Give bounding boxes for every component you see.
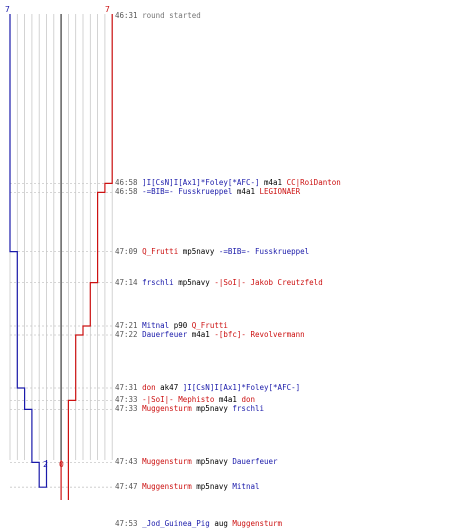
kill-entry: 47:33 Muggensturm mp5navy frschli [115, 404, 264, 413]
red-start-count: 7 [105, 5, 110, 14]
killer-name: Q_Frutti [142, 246, 179, 256]
killer-name: ]I[CsN]I[Ax1]*Foley[*AFC-] [142, 178, 260, 188]
victim-name: CC|RoiDanton [286, 178, 341, 188]
victim-name: -|SoI|- Jakob Creutzfeld [214, 277, 323, 287]
weapon-name: m4a1 [236, 187, 255, 197]
victim-name: -[bfc]- Revolvermann [214, 330, 305, 339]
kill-entry: 47:14 frschli mp5navy -|SoI|- Jakob Creu… [115, 278, 323, 287]
event-time: 47:22 [115, 330, 138, 339]
killer-name: Muggensturm [142, 457, 192, 467]
kill-entry: 46:58 ]I[CsN]I[Ax1]*Foley[*AFC-] m4a1 CC… [115, 178, 341, 187]
weapon-name: m4a1 [191, 330, 210, 339]
victim-name: LEGIONAER [259, 187, 301, 197]
kill-entry: 46:58 -=BIB=- Fusskrueppel m4a1 LEGIONAE… [115, 187, 300, 196]
blue-end-count: 2 [43, 460, 48, 469]
victim-name: Mitnal [232, 482, 260, 492]
victim-name: Q_Frutti [191, 321, 228, 330]
event-time: 46:31 [115, 11, 138, 20]
weapon-name: m4a1 [264, 178, 283, 188]
weapon-name: m4a1 [218, 395, 237, 405]
event-time: 47:21 [115, 321, 138, 330]
kill-entry: 47:47 Muggensturm mp5navy Mitnal [115, 482, 260, 491]
event-time: 46:58 [115, 178, 138, 188]
weapon-name: mp5navy [182, 246, 215, 256]
event-time: 46:58 [115, 187, 138, 197]
event-time: 47:31 [115, 383, 138, 392]
victim-name: don [241, 395, 255, 405]
kill-entry: 47:09 Q_Frutti mp5navy -=BIB=- Fusskruep… [115, 247, 309, 256]
event-time: 47:09 [115, 246, 138, 256]
event-time: 47:53 [115, 519, 138, 528]
killer-name: don [142, 383, 156, 392]
round-timeline-graph [9, 14, 113, 500]
victim-name: frschli [232, 404, 265, 414]
killer-name: -=BIB=- Fusskrueppel [142, 187, 233, 197]
weapon-name: mp5navy [196, 404, 228, 414]
red-end-count: 0 [59, 460, 64, 469]
weapon-name: aug [214, 519, 228, 528]
blue-start-count: 7 [5, 5, 10, 14]
weapon-name: mp5navy [196, 482, 228, 492]
kill-entry: 47:31 don ak47 ]I[CsN]I[Ax1]*Foley[*AFC-… [115, 383, 300, 392]
victim-name: ]I[CsN]I[Ax1]*Foley[*AFC-] [182, 383, 301, 392]
killer-name: Mitnal [142, 321, 170, 330]
weapon-name: ak47 [160, 383, 179, 392]
event-message: round started [142, 11, 201, 20]
killer-name: frschli [142, 277, 174, 287]
killer-name: -|SoI|- Mephisto [142, 395, 215, 405]
event-time: 47:43 [115, 457, 138, 467]
weapon-name: mp5navy [178, 277, 210, 287]
weapon-name: p90 [173, 321, 188, 330]
victim-name: -=BIB=- Fusskrueppel [218, 246, 310, 256]
event-time: 47:14 [115, 277, 138, 287]
event-time: 47:33 [115, 395, 138, 405]
killer-name: Dauerfeuer [142, 330, 188, 339]
killer-name: _Jod_Guinea_Pig [142, 519, 210, 528]
grid-lines [9, 14, 113, 460]
kill-entry: 47:21 Mitnal p90 Q_Frutti [115, 321, 228, 330]
victim-name: Dauerfeuer [232, 457, 278, 467]
kill-entry: 47:22 Dauerfeuer m4a1 -[bfc]- Revolverma… [115, 330, 305, 339]
victim-name: Muggensturm [232, 519, 283, 528]
event-time: 47:47 [115, 482, 138, 492]
weapon-name: mp5navy [196, 457, 228, 467]
event-time: 47:33 [115, 404, 138, 414]
killer-name: Muggensturm [142, 404, 192, 414]
kill-entry: 47:33 -|SoI|- Mephisto m4a1 don [115, 395, 255, 404]
kill-entry: 47:53 _Jod_Guinea_Pig aug Muggensturm [115, 519, 282, 528]
kill-entry: 47:43 Muggensturm mp5navy Dauerfeuer [115, 457, 278, 466]
killer-name: Muggensturm [142, 482, 192, 492]
red-team-alive-line [60, 14, 113, 500]
round-start-entry: 46:31 round started [115, 11, 201, 20]
blue-team-alive-line [9, 14, 48, 488]
